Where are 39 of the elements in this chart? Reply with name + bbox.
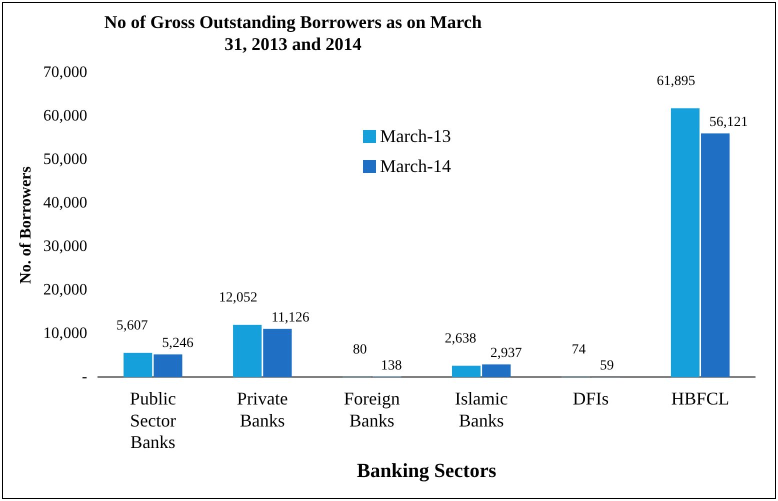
data-label: 74 [572,342,586,358]
data-label: 80 [352,342,367,358]
bar [452,366,481,378]
y-tick-label: - [82,368,88,386]
data-label: 61,895 [656,74,696,89]
data-label: 5,246 [162,336,194,352]
x-tick-label: Islamic Banks [454,388,508,430]
y-tick-label: 70,000 [43,64,88,82]
data-label: 56,121 [709,114,748,130]
y-tick-label: 20,000 [43,281,88,298]
data-label: 138 [380,358,402,374]
data-label: 59 [600,358,614,374]
y-tick-label: 40,000 [43,194,88,212]
x-tick-label: Public Sector Banks [130,388,176,452]
bar [154,354,182,378]
bar [263,328,292,378]
data-label: 11,126 [271,310,310,326]
y-tick-label: 30,000 [43,238,88,256]
y-axis-title: No. of Borrowers [18,166,35,284]
bar [233,324,262,378]
x-tick-label: Private Banks [236,388,288,430]
data-label: 2,638 [444,331,476,346]
legend-label: March-13 [380,126,451,146]
bar [124,352,152,378]
bar [670,108,700,378]
legend-label: March-14 [380,156,451,176]
data-label: 2,937 [490,346,522,362]
x-tick-label: DFIs [572,388,609,409]
data-label: 5,607 [116,318,148,334]
bar [482,364,511,378]
x-tick-label: Foreign Banks [344,388,400,430]
chart-title: No of Gross Outstanding Borrowers as on March 31, 2013 and 2014 [103,11,483,55]
y-tick-label: 50,000 [43,151,88,168]
y-tick-label: 10,000 [43,324,88,342]
x-axis-title: Banking Sectors [356,460,497,482]
y-tick-label: 60,000 [43,108,88,125]
x-tick-label: HBFCL [671,388,730,409]
data-label: 12,052 [218,290,258,306]
bar [701,133,730,378]
